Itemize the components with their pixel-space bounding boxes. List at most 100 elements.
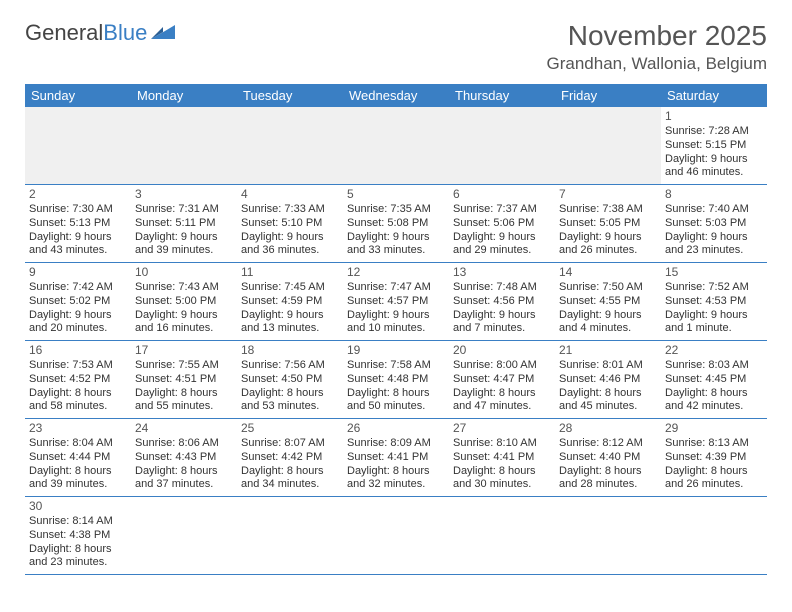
- day-info-line: Sunrise: 7:37 AM: [453, 203, 551, 217]
- day-info-line: and 33 minutes.: [347, 244, 445, 258]
- day-info-line: and 7 minutes.: [453, 322, 551, 336]
- day-number: 7: [559, 187, 657, 202]
- calendar-week: 1Sunrise: 7:28 AMSunset: 5:15 PMDaylight…: [25, 107, 767, 185]
- calendar-day: 2Sunrise: 7:30 AMSunset: 5:13 PMDaylight…: [25, 185, 131, 263]
- weekday-header: Thursday: [449, 84, 555, 107]
- day-info-line: Daylight: 9 hours: [29, 309, 127, 323]
- day-info-line: Sunrise: 7:35 AM: [347, 203, 445, 217]
- day-number: 23: [29, 421, 127, 436]
- calendar-empty: [237, 497, 343, 575]
- day-info-line: Sunrise: 8:10 AM: [453, 437, 551, 451]
- day-number: 27: [453, 421, 551, 436]
- calendar-day: 24Sunrise: 8:06 AMSunset: 4:43 PMDayligh…: [131, 419, 237, 497]
- day-info-line: and 36 minutes.: [241, 244, 339, 258]
- day-info-line: Sunrise: 7:55 AM: [135, 359, 233, 373]
- day-info-line: and 39 minutes.: [29, 478, 127, 492]
- month-title: November 2025: [547, 20, 768, 52]
- calendar-empty: [555, 497, 661, 575]
- day-info-line: and 45 minutes.: [559, 400, 657, 414]
- day-info-line: Sunset: 4:48 PM: [347, 373, 445, 387]
- day-info-line: Daylight: 8 hours: [241, 465, 339, 479]
- day-info-line: and 28 minutes.: [559, 478, 657, 492]
- calendar-day: 11Sunrise: 7:45 AMSunset: 4:59 PMDayligh…: [237, 263, 343, 341]
- day-info-line: Sunrise: 8:12 AM: [559, 437, 657, 451]
- calendar-day: 26Sunrise: 8:09 AMSunset: 4:41 PMDayligh…: [343, 419, 449, 497]
- calendar-empty: [343, 107, 449, 185]
- day-number: 20: [453, 343, 551, 358]
- calendar-week: 30Sunrise: 8:14 AMSunset: 4:38 PMDayligh…: [25, 497, 767, 575]
- day-info-line: and 39 minutes.: [135, 244, 233, 258]
- day-info-line: and 1 minute.: [665, 322, 763, 336]
- day-info-line: and 43 minutes.: [29, 244, 127, 258]
- day-info-line: Daylight: 9 hours: [665, 231, 763, 245]
- day-info-line: Daylight: 8 hours: [665, 465, 763, 479]
- day-info-line: Sunset: 5:06 PM: [453, 217, 551, 231]
- calendar-day: 25Sunrise: 8:07 AMSunset: 4:42 PMDayligh…: [237, 419, 343, 497]
- day-number: 16: [29, 343, 127, 358]
- calendar-day: 17Sunrise: 7:55 AMSunset: 4:51 PMDayligh…: [131, 341, 237, 419]
- day-info-line: Sunset: 4:50 PM: [241, 373, 339, 387]
- weekday-header: Tuesday: [237, 84, 343, 107]
- day-info-line: Sunset: 5:13 PM: [29, 217, 127, 231]
- day-info-line: Sunset: 5:10 PM: [241, 217, 339, 231]
- day-info-line: Daylight: 8 hours: [29, 543, 127, 557]
- day-number: 15: [665, 265, 763, 280]
- weekday-header: Saturday: [661, 84, 767, 107]
- day-info-line: and 58 minutes.: [29, 400, 127, 414]
- day-number: 21: [559, 343, 657, 358]
- flag-icon: [151, 21, 177, 47]
- day-info-line: Sunrise: 7:47 AM: [347, 281, 445, 295]
- day-info-line: Sunset: 4:43 PM: [135, 451, 233, 465]
- calendar-empty: [449, 107, 555, 185]
- day-info-line: Sunrise: 8:03 AM: [665, 359, 763, 373]
- calendar-day: 14Sunrise: 7:50 AMSunset: 4:55 PMDayligh…: [555, 263, 661, 341]
- day-number: 5: [347, 187, 445, 202]
- day-number: 17: [135, 343, 233, 358]
- calendar-day: 13Sunrise: 7:48 AMSunset: 4:56 PMDayligh…: [449, 263, 555, 341]
- calendar-empty: [661, 497, 767, 575]
- day-info-line: and 29 minutes.: [453, 244, 551, 258]
- day-info-line: and 55 minutes.: [135, 400, 233, 414]
- day-info-line: and 23 minutes.: [29, 556, 127, 570]
- day-info-line: and 26 minutes.: [665, 478, 763, 492]
- day-info-line: Sunrise: 7:38 AM: [559, 203, 657, 217]
- day-info-line: Sunset: 4:51 PM: [135, 373, 233, 387]
- day-number: 8: [665, 187, 763, 202]
- day-info-line: Sunset: 4:46 PM: [559, 373, 657, 387]
- day-info-line: and 16 minutes.: [135, 322, 233, 336]
- logo: GeneralBlue: [25, 20, 177, 46]
- day-info-line: Sunset: 4:40 PM: [559, 451, 657, 465]
- calendar-day: 7Sunrise: 7:38 AMSunset: 5:05 PMDaylight…: [555, 185, 661, 263]
- day-info-line: Sunset: 4:45 PM: [665, 373, 763, 387]
- calendar-empty: [237, 107, 343, 185]
- day-info-line: Daylight: 9 hours: [453, 231, 551, 245]
- day-info-line: Sunrise: 8:07 AM: [241, 437, 339, 451]
- day-number: 9: [29, 265, 127, 280]
- day-info-line: Sunset: 5:15 PM: [665, 139, 763, 153]
- day-info-line: Sunrise: 7:28 AM: [665, 125, 763, 139]
- day-info-line: Daylight: 9 hours: [135, 231, 233, 245]
- day-number: 1: [665, 109, 763, 124]
- day-info-line: and 23 minutes.: [665, 244, 763, 258]
- day-info-line: Daylight: 9 hours: [241, 231, 339, 245]
- day-number: 11: [241, 265, 339, 280]
- calendar-week: 9Sunrise: 7:42 AMSunset: 5:02 PMDaylight…: [25, 263, 767, 341]
- calendar-empty: [25, 107, 131, 185]
- day-info-line: Daylight: 9 hours: [665, 309, 763, 323]
- calendar-table: SundayMondayTuesdayWednesdayThursdayFrid…: [25, 84, 767, 575]
- day-info-line: Sunset: 4:41 PM: [347, 451, 445, 465]
- day-info-line: and 34 minutes.: [241, 478, 339, 492]
- day-info-line: Daylight: 8 hours: [453, 465, 551, 479]
- day-info-line: Sunrise: 7:52 AM: [665, 281, 763, 295]
- day-number: 29: [665, 421, 763, 436]
- logo-text-2: Blue: [103, 20, 147, 46]
- day-info-line: and 32 minutes.: [347, 478, 445, 492]
- calendar-day: 10Sunrise: 7:43 AMSunset: 5:00 PMDayligh…: [131, 263, 237, 341]
- weekday-header: Sunday: [25, 84, 131, 107]
- day-info-line: and 26 minutes.: [559, 244, 657, 258]
- day-info-line: Sunset: 5:05 PM: [559, 217, 657, 231]
- calendar-day: 30Sunrise: 8:14 AMSunset: 4:38 PMDayligh…: [25, 497, 131, 575]
- day-info-line: and 30 minutes.: [453, 478, 551, 492]
- day-info-line: and 20 minutes.: [29, 322, 127, 336]
- day-number: 28: [559, 421, 657, 436]
